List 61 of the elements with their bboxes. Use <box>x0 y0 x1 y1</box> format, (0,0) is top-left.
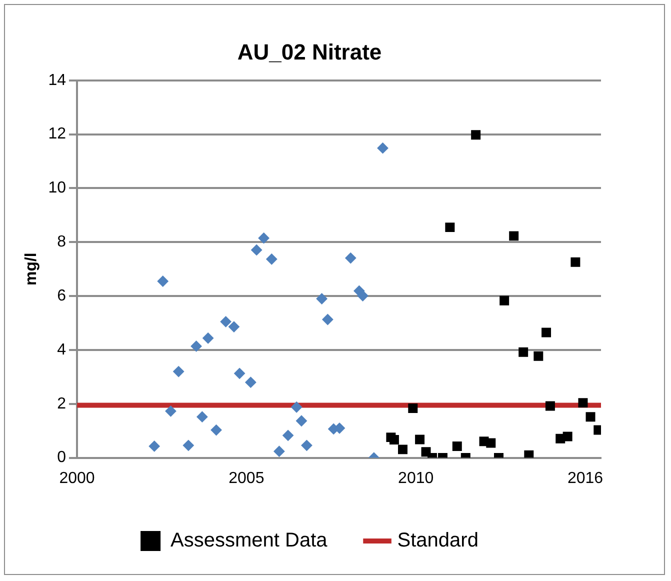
point <box>182 440 194 451</box>
point <box>377 142 388 154</box>
y-tick-label: 0 <box>57 449 66 466</box>
point <box>258 232 270 244</box>
point <box>245 376 256 388</box>
point <box>534 351 544 361</box>
point <box>570 257 580 267</box>
point <box>316 293 328 304</box>
point <box>282 430 294 441</box>
point <box>518 347 528 357</box>
x-tick-label: 2005 <box>228 470 264 487</box>
point <box>408 403 418 413</box>
y-tick-label: 2 <box>57 395 66 412</box>
legend-label: Assessment Data <box>170 530 328 552</box>
point <box>486 438 496 448</box>
point <box>500 296 510 306</box>
y-tick-label: 4 <box>57 341 66 358</box>
point <box>266 254 278 265</box>
point <box>296 415 307 426</box>
point <box>228 321 240 332</box>
y-tick-label: 12 <box>48 126 66 143</box>
point <box>274 446 285 457</box>
point <box>524 450 534 458</box>
point <box>445 222 455 232</box>
point <box>562 432 572 442</box>
y-tick-label: 6 <box>57 287 66 304</box>
point <box>202 332 214 344</box>
point <box>471 130 481 140</box>
point <box>173 366 184 378</box>
point <box>345 252 356 264</box>
y-tick-label: 8 <box>57 234 66 251</box>
point <box>196 411 208 422</box>
point <box>291 402 302 413</box>
y-axis-title: mg/l <box>23 252 40 286</box>
y-tick-label: 10 <box>48 180 66 197</box>
point <box>586 412 596 422</box>
point <box>389 434 399 444</box>
point <box>415 434 425 444</box>
x-tick-label: 2010 <box>398 470 434 487</box>
x-tick-label: 2000 <box>59 470 95 487</box>
point <box>157 276 168 287</box>
point <box>452 441 462 451</box>
point <box>357 290 368 302</box>
point <box>251 244 262 256</box>
y-tick-label: 14 <box>48 72 66 89</box>
point <box>301 440 312 451</box>
point <box>398 444 408 454</box>
chart-title: AU_02 Nitrate <box>237 39 382 64</box>
point <box>542 328 552 338</box>
point <box>165 406 176 417</box>
point <box>148 440 160 452</box>
point <box>545 401 555 411</box>
point <box>234 368 246 379</box>
point <box>509 231 519 241</box>
point <box>210 424 222 436</box>
point <box>190 340 202 352</box>
x-tick-label: 2016 <box>567 470 604 487</box>
point <box>220 316 232 328</box>
legend-label: Standard <box>397 530 478 552</box>
point <box>578 398 588 408</box>
point <box>322 314 334 326</box>
